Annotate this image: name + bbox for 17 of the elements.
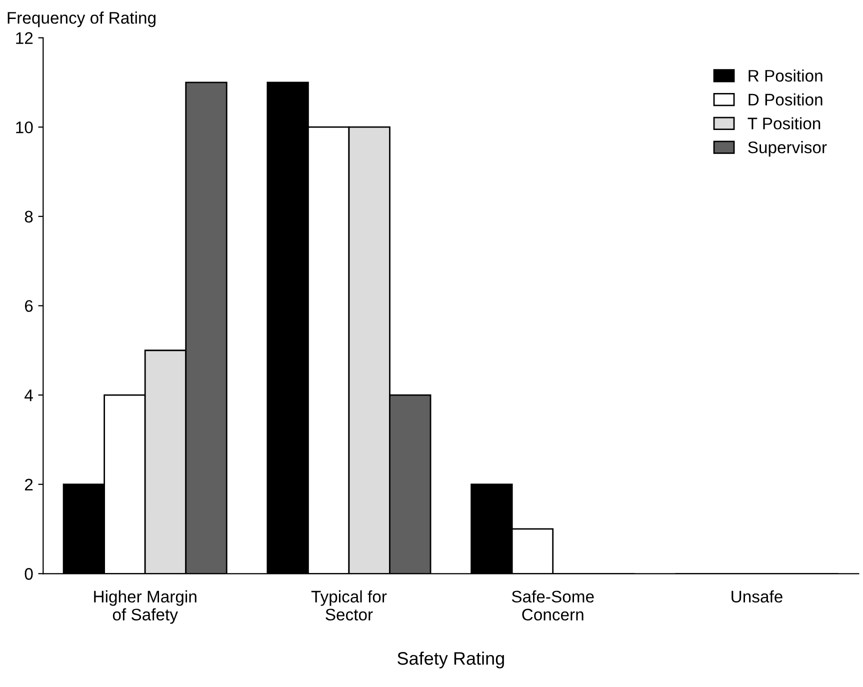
- y-tick-label: 8: [24, 210, 33, 223]
- x-axis-title: Safety Rating: [398, 652, 504, 668]
- y-tick-label: 12: [16, 32, 33, 44]
- y-tick-label: 2: [25, 478, 33, 490]
- y-axis-title: Frequency of Rating: [8, 12, 156, 28]
- x-tick-label: Safe-Some Concern: [512, 590, 594, 621]
- legend-label: R Position: [748, 69, 822, 82]
- y-tick-label: 4: [24, 390, 33, 402]
- y-tick-label: 0: [24, 568, 33, 580]
- legend-label: T Position: [748, 117, 820, 130]
- x-tick-label: Higher Margin of Safety: [94, 590, 196, 624]
- y-tick-label: 6: [25, 300, 33, 312]
- x-tick-label: Typical for Sector: [311, 590, 387, 621]
- legend-label: Supervisor: [748, 141, 827, 157]
- legend-label: D Position: [748, 93, 822, 106]
- y-tick-label: 10: [16, 121, 33, 134]
- x-tick-label: Unsafe: [732, 590, 782, 603]
